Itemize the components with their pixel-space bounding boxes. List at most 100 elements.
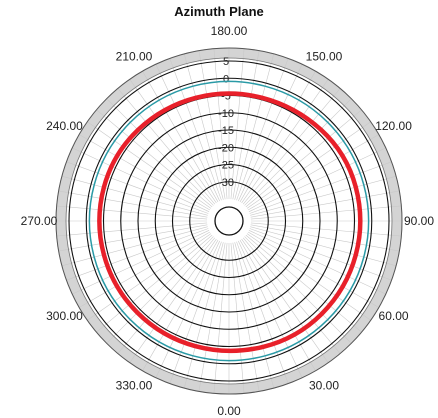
grid-spoke	[245, 109, 362, 208]
chart-title: Azimuth Plane	[174, 4, 264, 19]
grid-spoke	[58, 190, 208, 218]
grid-spoke	[250, 226, 397, 267]
radial-tick-label: 0	[223, 73, 229, 85]
grid-spoke	[239, 239, 316, 371]
grid-spoke	[247, 231, 379, 308]
inner-frame-ring	[65, 57, 393, 385]
grid-spoke	[250, 222, 402, 237]
angle-tick-label: 90.00	[404, 214, 434, 228]
grid-spoke	[250, 224, 400, 252]
series-line-0	[97, 91, 363, 354]
ring-5	[154, 146, 304, 296]
grid-spoke	[238, 240, 303, 378]
angle-tick-label: 0.00	[217, 404, 241, 418]
grid-spoke	[248, 230, 386, 295]
radial-tick-label: -15	[218, 125, 234, 137]
angle-tick-label: 60.00	[379, 309, 409, 323]
grid-spoke	[96, 109, 213, 208]
grid-spoke	[142, 71, 219, 203]
grid-spoke	[117, 88, 216, 205]
grid-spoke	[249, 228, 392, 281]
grid-spoke	[250, 175, 397, 216]
grid-spoke	[246, 233, 371, 321]
grid-spoke	[242, 237, 341, 354]
grid-spoke	[169, 58, 222, 201]
grid-spoke	[234, 53, 275, 200]
grid-spoke	[245, 234, 362, 333]
grid-spoke	[250, 190, 400, 218]
grid-spoke	[213, 48, 228, 200]
angle-tick-label: 150.00	[306, 49, 343, 63]
grid-spoke	[242, 88, 341, 205]
grid-spoke	[79, 231, 211, 308]
angle-tick-label: 180.00	[211, 24, 248, 38]
grid-spoke	[247, 134, 379, 211]
ring-1	[85, 77, 373, 365]
grid-spoke	[79, 134, 211, 211]
radial-tick-label: -25	[218, 160, 234, 172]
grid-spoke	[232, 50, 260, 200]
grid-spoke	[248, 147, 386, 212]
grid-spoke	[239, 71, 316, 203]
grid-spoke	[236, 58, 289, 201]
grid-spoke	[117, 237, 216, 354]
grid-spoke	[246, 121, 371, 209]
grid-spoke	[61, 226, 208, 267]
grid-spoke	[198, 50, 226, 200]
grid-spoke	[155, 240, 220, 378]
center-hole	[214, 206, 244, 236]
grid-spoke	[96, 234, 213, 333]
grid-spoke	[238, 64, 303, 202]
radial-tick-label: -5	[221, 91, 231, 103]
grid-spoke	[66, 161, 209, 214]
grid-spoke	[183, 242, 224, 389]
grid-spoke	[106, 236, 214, 344]
grid-spoke	[106, 98, 214, 206]
grid-spoke	[61, 175, 208, 216]
ring-0	[68, 60, 390, 382]
ring-4	[137, 129, 321, 313]
grid-spoke	[234, 242, 275, 389]
grid-spoke	[169, 241, 222, 384]
ring-3	[120, 112, 338, 330]
grid-spoke	[56, 205, 208, 220]
angle-tick-label: 270.00	[21, 214, 58, 228]
radial-tick-label: -10	[218, 108, 234, 120]
grid-spoke	[87, 233, 212, 321]
grid-spoke	[230, 242, 245, 394]
grid-spoke	[241, 79, 329, 204]
grid-spoke	[244, 236, 352, 344]
series-line-1	[88, 80, 370, 362]
ring-6	[171, 163, 287, 279]
grid-spoke	[87, 121, 212, 209]
grid-spoke	[244, 98, 352, 206]
grid-spoke	[230, 48, 245, 200]
grid-spoke	[129, 238, 217, 363]
angle-tick-label: 120.00	[375, 119, 412, 133]
grid-spoke	[155, 64, 220, 202]
grid-spoke	[183, 53, 224, 200]
radial-tick-label: 5	[223, 56, 229, 68]
grid-spoke	[250, 205, 402, 220]
angle-tick-label: 240.00	[46, 119, 83, 133]
grid-spoke	[249, 161, 392, 214]
grid-spoke	[241, 238, 329, 363]
grid-spoke	[56, 222, 208, 237]
grid-spoke	[232, 242, 260, 392]
angle-tick-label: 210.00	[116, 49, 153, 63]
angle-tick-label: 300.00	[46, 309, 83, 323]
grid-spoke	[72, 147, 210, 212]
angle-tick-label: 330.00	[116, 379, 153, 393]
ring-7	[189, 181, 269, 261]
grid-spoke	[213, 242, 228, 394]
grid-spoke	[129, 79, 217, 204]
grid-spoke	[236, 241, 289, 384]
radial-tick-label: -20	[218, 142, 234, 154]
angle-tick-label: 30.00	[309, 379, 339, 393]
radial-tick-label: -30	[218, 177, 234, 189]
grid-spoke	[142, 239, 219, 371]
outer-frame-ring	[55, 47, 403, 395]
grid-spoke	[198, 242, 226, 392]
